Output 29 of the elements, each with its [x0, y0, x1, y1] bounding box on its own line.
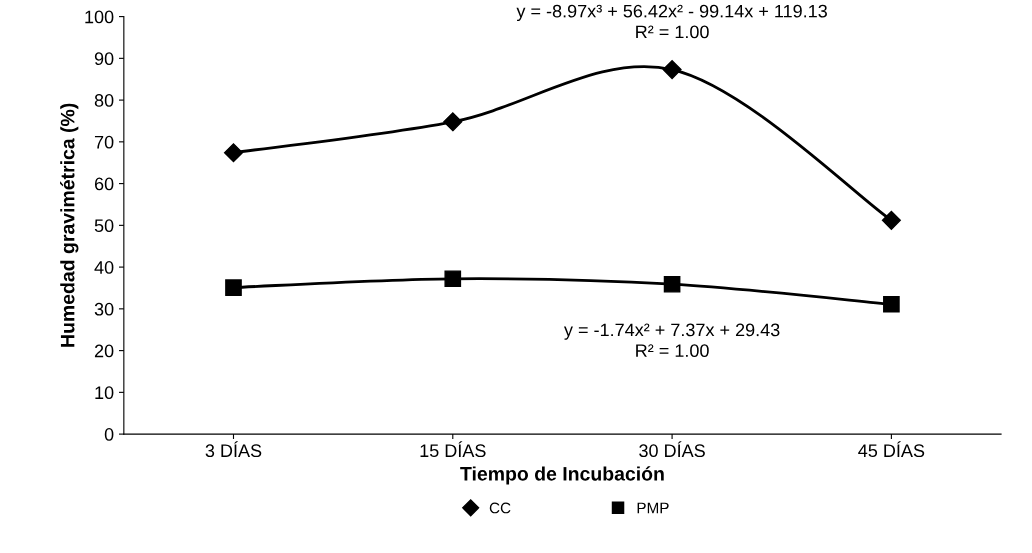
y-tick-label: 70 [94, 135, 114, 149]
point [444, 270, 462, 288]
y-tick-label: 20 [94, 344, 114, 358]
y-tick-label: 0 [104, 428, 114, 441]
y-tick-label: 100 [85, 10, 114, 24]
y-tick-label: 80 [94, 94, 114, 107]
x-axis-title: Tiempo de Incubación [460, 466, 664, 485]
annotation: y = -8.97x³ + 56.42x² - 99.14x + 119.13 R² = 1.00 [516, 4, 827, 39]
y-tick-label: 50 [94, 219, 114, 233]
x-tick-label: 15 DÍAS [420, 441, 486, 458]
point [225, 279, 242, 296]
x-tick-label: 30 DÍAS [639, 441, 705, 458]
point [223, 143, 244, 163]
point [662, 60, 682, 80]
y-axis-title: Humedad gravimétrica (%) [60, 103, 79, 347]
y-tick-label: 90 [94, 52, 114, 66]
y-tick-label: 30 [94, 302, 114, 316]
y-tick-label: 60 [94, 177, 114, 191]
y-tick-label: 40 [94, 261, 114, 274]
legend-label: CC [489, 502, 511, 514]
point [881, 210, 901, 230]
x-tick-label: 3 DÍAS [205, 441, 262, 458]
x-tick-label: 45 DÍAS [858, 441, 925, 458]
point [883, 295, 900, 313]
point [443, 112, 463, 132]
annotation: y = -1.74x² + 7.37x + 29.43 R² = 1.00 [563, 323, 780, 358]
point [663, 275, 681, 293]
y-tick-label: 10 [95, 386, 114, 400]
legend-label: PMP [637, 502, 669, 514]
